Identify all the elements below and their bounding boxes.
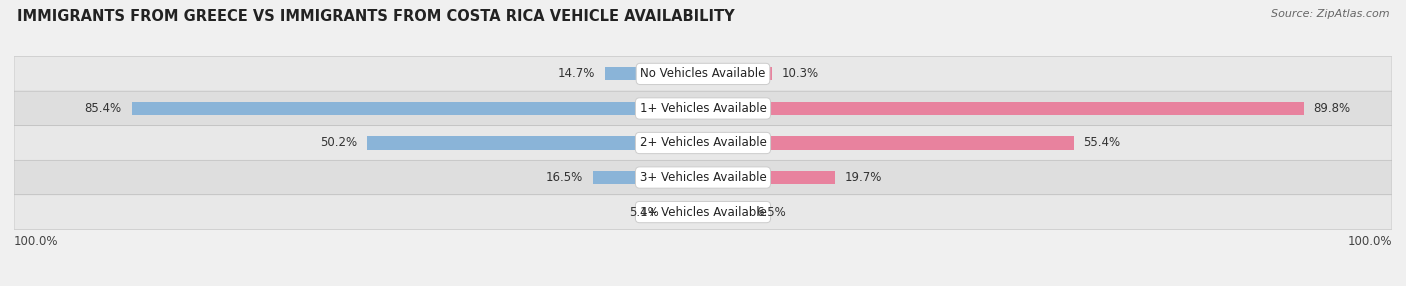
Text: 4+ Vehicles Available: 4+ Vehicles Available <box>640 206 766 219</box>
Bar <box>367 136 703 150</box>
Text: Source: ZipAtlas.com: Source: ZipAtlas.com <box>1271 9 1389 19</box>
FancyBboxPatch shape <box>14 160 1392 195</box>
FancyBboxPatch shape <box>14 57 1392 91</box>
Bar <box>593 171 703 184</box>
Bar <box>669 206 703 219</box>
Bar <box>703 171 835 184</box>
Text: 55.4%: 55.4% <box>1084 136 1121 150</box>
Text: IMMIGRANTS FROM GREECE VS IMMIGRANTS FROM COSTA RICA VEHICLE AVAILABILITY: IMMIGRANTS FROM GREECE VS IMMIGRANTS FRO… <box>17 9 734 23</box>
Text: 1+ Vehicles Available: 1+ Vehicles Available <box>640 102 766 115</box>
Text: 50.2%: 50.2% <box>321 136 357 150</box>
Text: 85.4%: 85.4% <box>84 102 122 115</box>
Text: 6.5%: 6.5% <box>756 206 786 219</box>
Bar <box>703 206 747 219</box>
Text: 19.7%: 19.7% <box>845 171 882 184</box>
FancyBboxPatch shape <box>14 195 1392 229</box>
Text: No Vehicles Available: No Vehicles Available <box>640 67 766 80</box>
Text: 89.8%: 89.8% <box>1313 102 1351 115</box>
Text: 100.0%: 100.0% <box>1347 235 1392 247</box>
Text: 5.1%: 5.1% <box>628 206 659 219</box>
Text: 10.3%: 10.3% <box>782 67 820 80</box>
Text: 16.5%: 16.5% <box>546 171 582 184</box>
Bar <box>703 102 1303 115</box>
Bar <box>703 67 772 80</box>
Text: 14.7%: 14.7% <box>557 67 595 80</box>
Text: 3+ Vehicles Available: 3+ Vehicles Available <box>640 171 766 184</box>
Text: 2+ Vehicles Available: 2+ Vehicles Available <box>640 136 766 150</box>
Bar <box>132 102 703 115</box>
FancyBboxPatch shape <box>14 126 1392 160</box>
Bar <box>605 67 703 80</box>
Bar <box>703 136 1074 150</box>
FancyBboxPatch shape <box>14 91 1392 126</box>
Text: 100.0%: 100.0% <box>14 235 59 247</box>
